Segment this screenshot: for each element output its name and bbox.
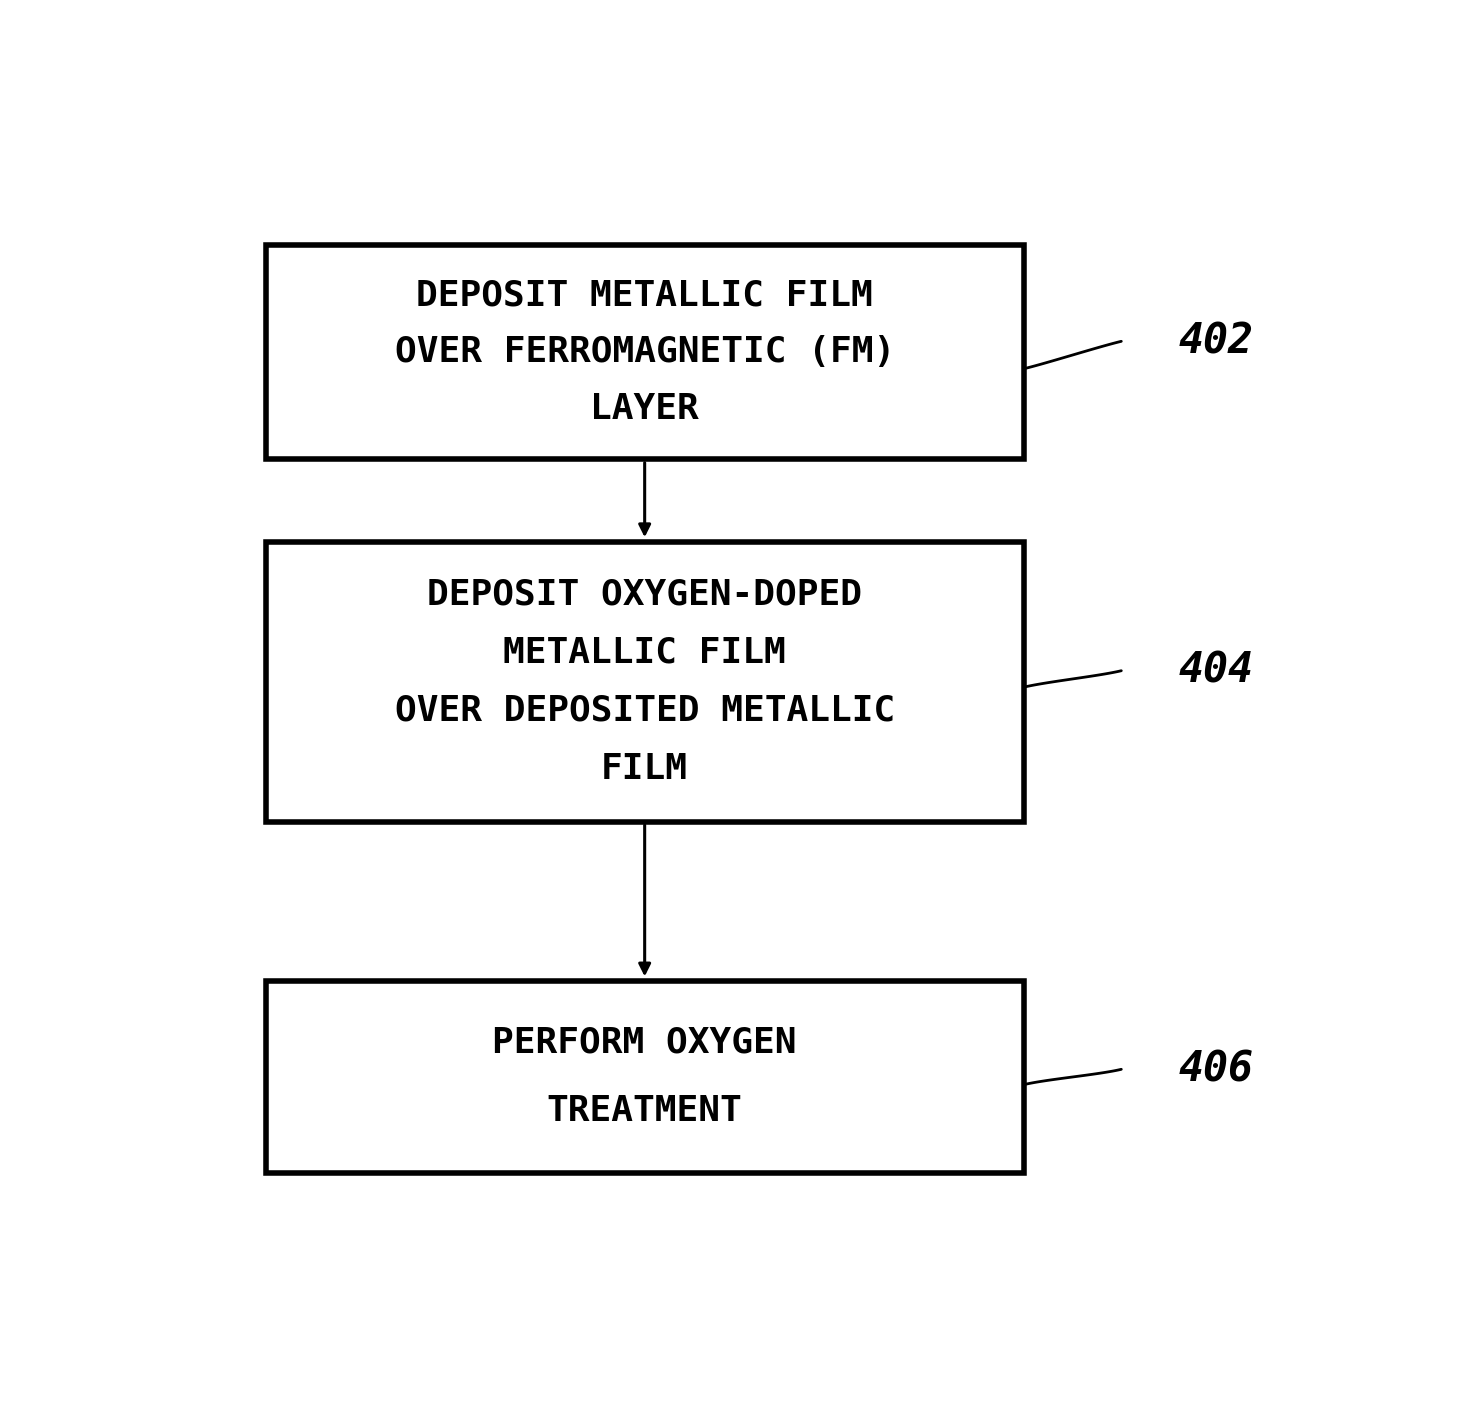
Text: TREATMENT: TREATMENT [547,1094,742,1128]
Text: 402: 402 [1178,321,1254,362]
Text: DEPOSIT METALLIC FILM: DEPOSIT METALLIC FILM [416,279,873,312]
Text: OVER DEPOSITED METALLIC: OVER DEPOSITED METALLIC [394,694,895,727]
Bar [265,245,1024,459]
Text: 406: 406 [1178,1048,1254,1091]
Text: OVER FERROMAGNETIC (FM): OVER FERROMAGNETIC (FM) [394,335,895,369]
Text: DEPOSIT OXYGEN-DOPED: DEPOSIT OXYGEN-DOPED [427,578,863,612]
Text: PERFORM OXYGEN: PERFORM OXYGEN [492,1025,797,1060]
Text: LAYER: LAYER [590,392,700,425]
Bar [265,542,1024,821]
Bar [265,981,1024,1174]
Text: 404: 404 [1178,650,1254,692]
Text: FILM: FILM [602,752,688,786]
Text: METALLIC FILM: METALLIC FILM [504,636,785,670]
